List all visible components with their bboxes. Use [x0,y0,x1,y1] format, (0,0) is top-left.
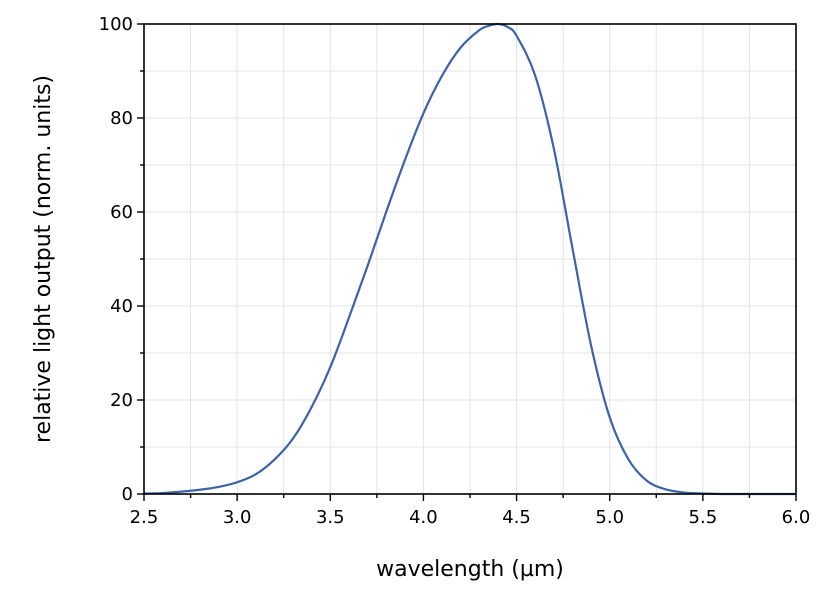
y-tick-label: 0 [122,484,133,505]
y-tick-label: 100 [99,14,133,35]
y-tick-label: 40 [110,296,133,317]
x-tick-label: 5.0 [595,507,624,528]
y-tick-label: 60 [110,202,133,223]
x-tick-labels: 2.5 3.0 3.5 4.0 4.5 5.0 5.5 6.0 [130,507,811,528]
y-tick-labels: 0 20 40 60 80 100 [99,14,133,505]
x-tick-label: 2.5 [130,507,159,528]
x-tick-label: 6.0 [782,507,811,528]
tick-marks [137,23,797,501]
x-tick-label: 5.5 [689,507,718,528]
y-axis-title: relative light output (norm. units) [31,75,56,443]
series-line-0 [143,22,796,496]
y-tick-label: 80 [110,108,133,129]
grid-lines [144,24,796,494]
x-axis-title: wavelength (µm) [376,557,564,582]
x-tick-label: 3.5 [316,507,345,528]
y-tick-label: 20 [110,390,133,411]
x-tick-label: 4.0 [409,507,438,528]
x-tick-label: 3.0 [223,507,252,528]
x-tick-label: 4.5 [502,507,531,528]
series-group [143,22,796,496]
